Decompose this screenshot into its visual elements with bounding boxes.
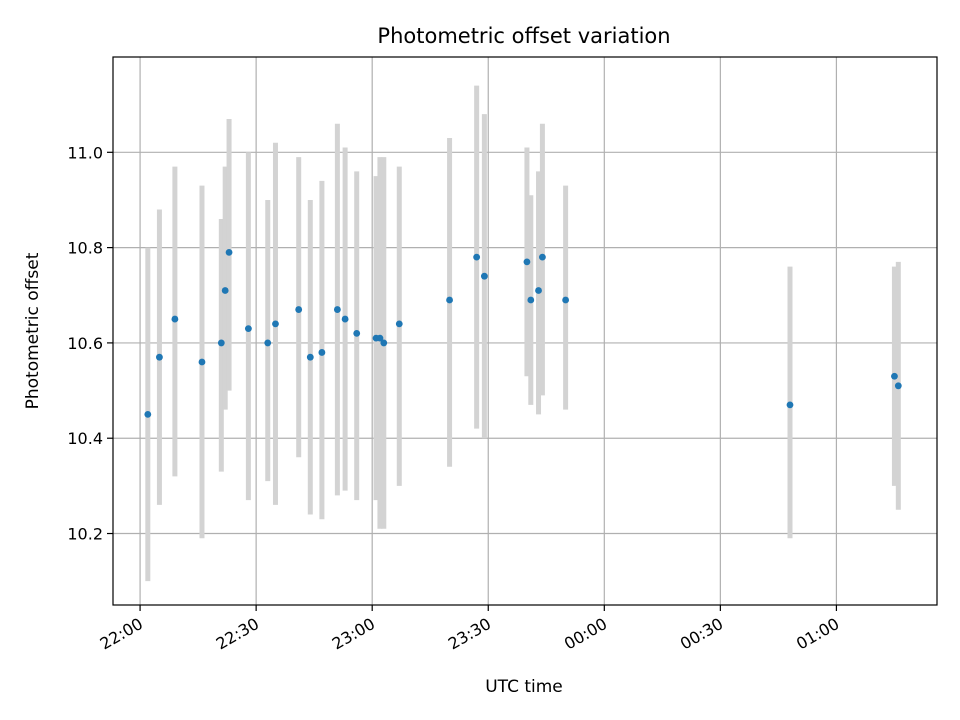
data-point xyxy=(272,320,279,328)
data-point xyxy=(341,315,349,323)
data-point xyxy=(244,325,252,333)
plot-frame xyxy=(112,56,938,606)
data-point xyxy=(535,287,542,294)
data-point xyxy=(480,272,488,280)
data-point xyxy=(198,358,206,366)
data-points xyxy=(144,248,902,418)
x-tick-label: 01:00 xyxy=(793,614,842,654)
data-point xyxy=(539,253,546,261)
data-point xyxy=(306,353,314,361)
data-point xyxy=(217,339,225,347)
x-tick-label: 00:30 xyxy=(677,614,726,654)
data-point xyxy=(353,329,361,337)
data-point xyxy=(395,320,403,328)
x-tick-label: 22:00 xyxy=(97,614,146,654)
data-point xyxy=(376,334,384,342)
y-axis-ticks: 10.2 10.4 10.6 10.8 11.0 xyxy=(67,143,113,544)
y-tick-label: 10.8 xyxy=(67,239,103,258)
data-point xyxy=(156,353,163,361)
y-tick-label: 10.6 xyxy=(67,334,103,353)
x-tick-label: 22:30 xyxy=(213,614,262,654)
x-axis-label: UTC time xyxy=(485,677,563,697)
data-point xyxy=(446,296,453,304)
data-point xyxy=(891,372,898,380)
data-point xyxy=(318,349,326,356)
y-tick-label: 11.0 xyxy=(67,143,103,162)
data-point xyxy=(473,253,481,261)
data-point xyxy=(295,306,303,313)
x-axis-ticks: 22:00 22:30 23:00 23:30 00:00 00:30 01:00 xyxy=(97,605,842,654)
data-point xyxy=(786,401,794,409)
data-point xyxy=(221,287,229,294)
y-axis-label: Photometric offset xyxy=(23,252,43,409)
x-tick-label: 23:30 xyxy=(445,614,494,654)
error-bars xyxy=(145,85,901,582)
data-point xyxy=(264,339,272,347)
data-point xyxy=(527,296,535,304)
data-point xyxy=(144,410,152,418)
data-point xyxy=(225,248,233,256)
x-tick-label: 00:00 xyxy=(561,614,610,654)
data-point xyxy=(894,382,902,390)
data-point xyxy=(171,315,179,323)
y-tick-label: 10.4 xyxy=(67,429,103,448)
chart-title: Photometric offset variation xyxy=(377,24,670,48)
x-tick-label: 23:00 xyxy=(329,614,378,654)
data-point xyxy=(523,258,531,266)
y-tick-label: 10.2 xyxy=(67,525,103,544)
data-point xyxy=(562,296,570,304)
data-point xyxy=(380,339,388,347)
data-point xyxy=(333,306,341,313)
